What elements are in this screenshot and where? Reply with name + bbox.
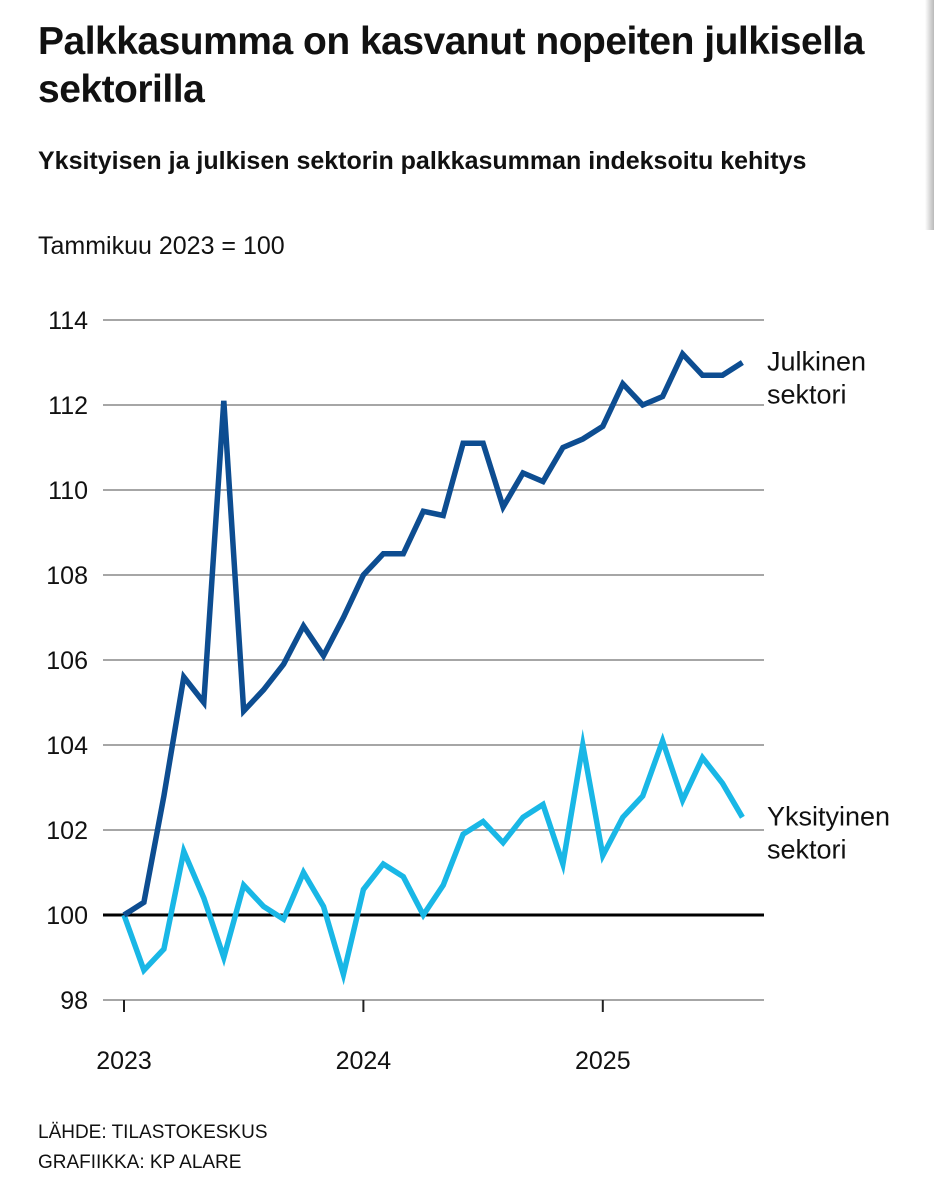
y-tick-label: 112 <box>48 392 88 420</box>
x-tick-label: 2023 <box>96 1047 152 1075</box>
source-credit: LÄHDE: TILASTOKESKUS <box>38 1122 268 1143</box>
series-label-julkinen: Julkinen sektori <box>767 347 866 410</box>
y-tick-label: 108 <box>46 562 88 590</box>
y-tick-label: 104 <box>46 732 88 760</box>
y-tick-label: 114 <box>48 307 88 335</box>
y-tick-label: 98 <box>60 987 88 1015</box>
series-label-yksityinen: Yksityinen sektori <box>767 801 890 864</box>
y-tick-label: 102 <box>46 817 88 845</box>
graphics-credit: GRAFIIKKA: KP ALARE <box>38 1152 242 1173</box>
chart-title: Palkkasumma on kasvanut nopeiten julkise… <box>38 20 865 111</box>
x-axis-ticks: 2023 2024 2025 <box>96 1000 631 1075</box>
scrollbar-edge <box>925 0 934 230</box>
series-line-yksityinen <box>121 728 745 986</box>
chart-subtitle: Yksityisen ja julkisen sektorin palkkasu… <box>38 147 807 175</box>
x-tick-label: 2025 <box>575 1047 631 1075</box>
series-lines <box>121 349 745 986</box>
index-base-note: Tammikuu 2023 = 100 <box>38 232 285 260</box>
series-labels: Julkinen sektori Yksityinen sektori <box>767 347 890 865</box>
y-tick-label: 110 <box>48 477 88 505</box>
series-line-julkinen <box>122 349 744 918</box>
y-tick-label: 106 <box>46 647 88 675</box>
x-tick-label: 2024 <box>336 1047 392 1075</box>
y-tick-label: 100 <box>46 902 88 930</box>
y-axis-ticks: 98 100 102 104 106 108 110 112 114 <box>46 307 88 1015</box>
